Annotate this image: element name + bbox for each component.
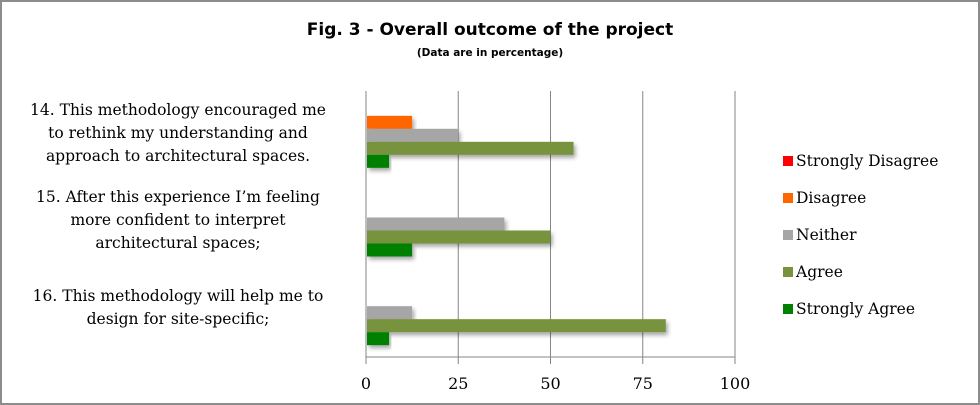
category-label: 15. After this experience I’m feeling mor…: [8, 186, 348, 255]
legend-label: Agree: [796, 263, 843, 281]
x-tick-label: 0: [361, 374, 371, 393]
legend-label: Disagree: [796, 189, 867, 207]
bar-neither: [367, 128, 459, 142]
category-label-line: 16. This methodology will help me to: [32, 287, 324, 305]
legend-swatch: [783, 156, 793, 166]
chart-subtitle: (Data are in percentage): [416, 47, 564, 59]
legend-label: Strongly Disagree: [796, 152, 939, 170]
category-label-line: design for site-specific;: [86, 310, 270, 328]
chart-title: Fig. 3 - Overall outcome of the project: [306, 20, 674, 40]
legend-item: Strongly Disagree: [783, 152, 938, 170]
x-tick-label: 50: [540, 374, 560, 393]
bar-disagree: [367, 115, 413, 129]
legend-swatch: [783, 304, 793, 314]
bar-strongly-agree: [367, 243, 413, 257]
legend-label: Strongly Agree: [796, 300, 916, 318]
legend-item: Disagree: [783, 189, 866, 207]
category-label-line: 15. After this experience I’m feeling: [36, 188, 320, 206]
legend-item: Strongly Agree: [783, 300, 915, 318]
x-tick-label: 75: [633, 374, 653, 393]
category-label: 14. This methodology encouraged me to ret…: [8, 99, 348, 168]
legend-swatch: [783, 267, 793, 277]
category-label-line: approach to architectural spaces.: [45, 147, 311, 165]
legend-item: Agree: [783, 263, 843, 281]
bar-neither: [367, 306, 413, 320]
legend-label: Neither: [796, 226, 857, 244]
bar-agree: [367, 141, 574, 155]
bar-neither: [367, 217, 505, 231]
category-label-line: architectural spaces;: [95, 234, 261, 252]
bar-agree: [367, 319, 666, 333]
bar-agree: [367, 230, 551, 244]
x-tick-label: 100: [720, 374, 751, 393]
category-label: 16. This methodology will help me to desi…: [8, 285, 348, 331]
legend-swatch: [783, 193, 793, 203]
category-label-line: 14. This methodology encouraged me: [30, 101, 326, 119]
legend-swatch: [783, 230, 793, 240]
legend-item: Neither: [783, 226, 857, 244]
bar-strongly-agree: [367, 332, 390, 346]
x-tick-label: 25: [448, 374, 468, 393]
category-label-line: to rethink my understanding and: [48, 124, 308, 142]
bar-strongly-agree: [367, 154, 390, 168]
category-label-line: more confident to interpret: [70, 211, 286, 229]
